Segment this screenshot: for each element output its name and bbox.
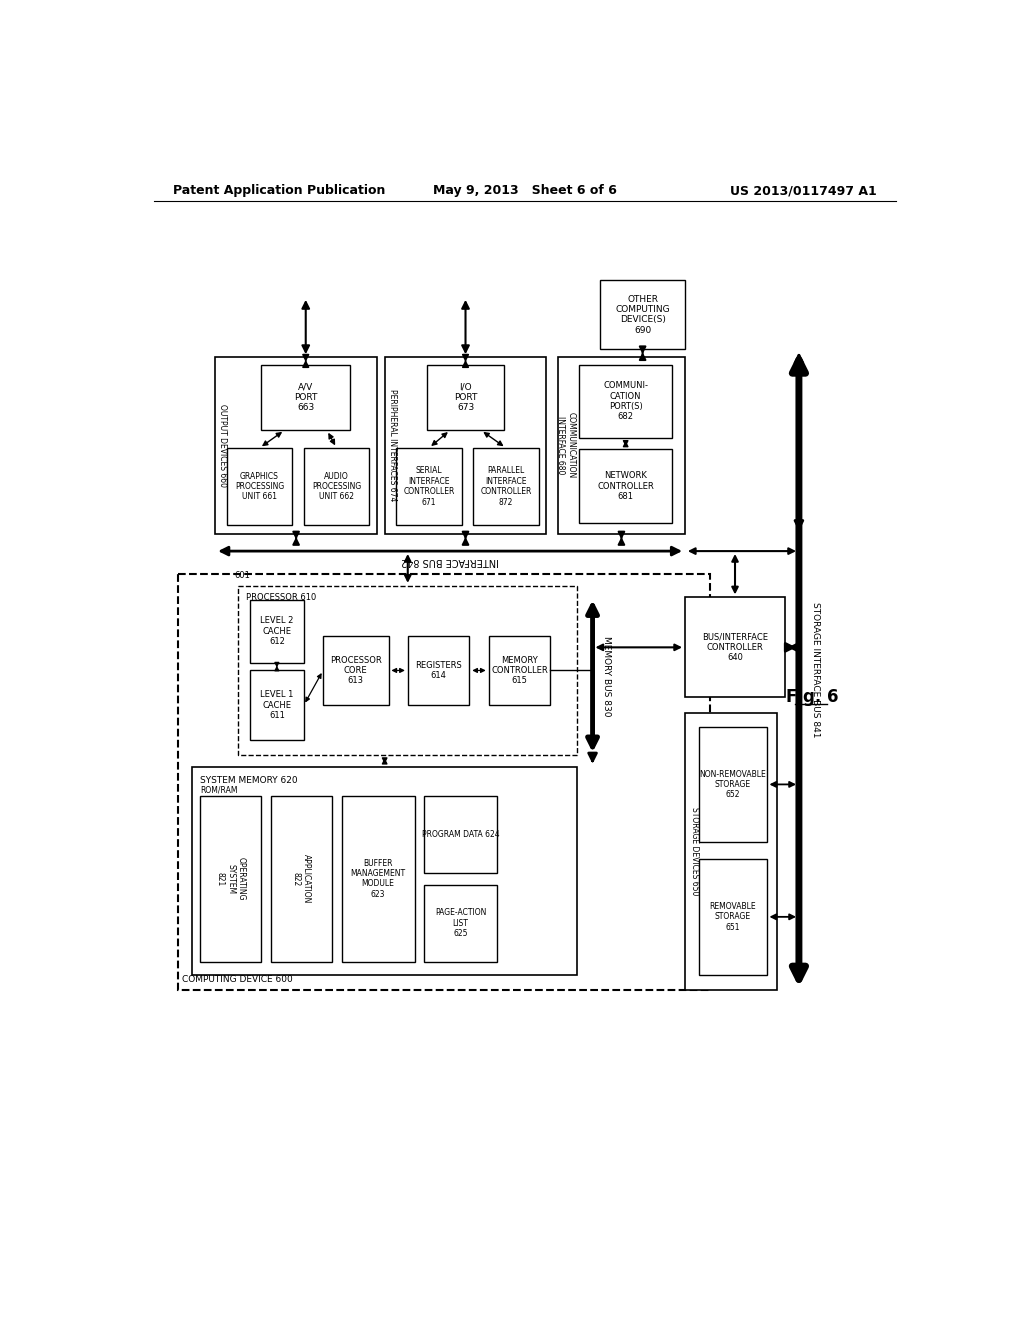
Text: LEVEL 2
CACHE
612: LEVEL 2 CACHE 612 xyxy=(260,616,294,645)
Text: STORAGE DEVICES 650: STORAGE DEVICES 650 xyxy=(690,808,698,895)
Text: May 9, 2013   Sheet 6 of 6: May 9, 2013 Sheet 6 of 6 xyxy=(433,185,616,197)
Text: REGISTERS
614: REGISTERS 614 xyxy=(415,661,462,680)
Bar xyxy=(226,447,292,525)
Bar xyxy=(261,364,350,430)
Text: Patent Application Publication: Patent Application Publication xyxy=(173,185,385,197)
Text: STORAGE INTERFACE BUS 841: STORAGE INTERFACE BUS 841 xyxy=(811,602,820,738)
Text: PAGE-ACTION
LIST
625: PAGE-ACTION LIST 625 xyxy=(435,908,486,939)
Text: OTHER
COMPUTING
DEVICE(S)
690: OTHER COMPUTING DEVICE(S) 690 xyxy=(615,294,670,335)
Text: COMMUNI-
CATION
PORT(S)
682: COMMUNI- CATION PORT(S) 682 xyxy=(603,381,648,421)
Bar xyxy=(193,767,578,974)
Text: BUS/INTERFACE
CONTROLLER
640: BUS/INTERFACE CONTROLLER 640 xyxy=(702,632,768,663)
Bar xyxy=(558,358,685,535)
Text: GRAPHICS
PROCESSING
UNIT 661: GRAPHICS PROCESSING UNIT 661 xyxy=(234,471,284,502)
Text: OUTPUT DEVICES 660: OUTPUT DEVICES 660 xyxy=(218,404,227,487)
Text: Fig. 6: Fig. 6 xyxy=(785,689,839,706)
Bar xyxy=(270,796,333,961)
Bar xyxy=(396,447,462,525)
Text: NON-REMOVABLE
STORAGE
652: NON-REMOVABLE STORAGE 652 xyxy=(699,770,766,800)
Text: NETWORK
CONTROLLER
681: NETWORK CONTROLLER 681 xyxy=(597,471,654,500)
Bar xyxy=(600,280,685,350)
Text: I/O
PORT
673: I/O PORT 673 xyxy=(454,383,477,412)
Bar xyxy=(178,574,710,990)
Text: ROM/RAM: ROM/RAM xyxy=(200,785,238,795)
Bar xyxy=(342,796,415,961)
Text: COMPUTING DEVICE 600: COMPUTING DEVICE 600 xyxy=(182,975,293,983)
Bar xyxy=(580,364,672,438)
Bar xyxy=(580,449,672,523)
Text: 601: 601 xyxy=(234,570,251,579)
Bar xyxy=(698,726,767,842)
Bar xyxy=(424,884,497,961)
Text: MEMORY BUS 830: MEMORY BUS 830 xyxy=(602,636,611,717)
Text: LEVEL 1
CACHE
611: LEVEL 1 CACHE 611 xyxy=(260,690,294,719)
Text: MEMORY
CONTROLLER
615: MEMORY CONTROLLER 615 xyxy=(492,656,548,685)
Bar xyxy=(239,586,578,755)
Bar xyxy=(488,636,550,705)
Text: COMMUNICATION
INTERFACE 680: COMMUNICATION INTERFACE 680 xyxy=(556,412,575,479)
Bar xyxy=(424,796,497,873)
Text: OPERATING
SYSTEM
821: OPERATING SYSTEM 821 xyxy=(216,857,246,900)
Text: PARALLEL
INTERFACE
CONTROLLER
872: PARALLEL INTERFACE CONTROLLER 872 xyxy=(480,466,531,507)
Text: US 2013/0117497 A1: US 2013/0117497 A1 xyxy=(730,185,877,197)
Bar xyxy=(385,358,547,535)
Text: SERIAL
INTERFACE
CONTROLLER
671: SERIAL INTERFACE CONTROLLER 671 xyxy=(403,466,455,507)
Text: APPLICATION
822: APPLICATION 822 xyxy=(292,854,311,903)
Text: SYSTEM MEMORY 620: SYSTEM MEMORY 620 xyxy=(200,776,298,785)
Text: REMOVABLE
STORAGE
651: REMOVABLE STORAGE 651 xyxy=(710,902,756,932)
Bar xyxy=(250,599,304,663)
Bar xyxy=(427,364,504,430)
Bar xyxy=(304,447,370,525)
Bar xyxy=(250,671,304,739)
Bar xyxy=(408,636,469,705)
Bar xyxy=(200,796,261,961)
Text: PROCESSOR 610: PROCESSOR 610 xyxy=(246,594,316,602)
Text: PROGRAM DATA 624: PROGRAM DATA 624 xyxy=(422,830,500,840)
Text: BUFFER
MANAGEMENT
MODULE
623: BUFFER MANAGEMENT MODULE 623 xyxy=(350,858,406,899)
Bar xyxy=(473,447,539,525)
Bar xyxy=(685,713,777,990)
Bar xyxy=(323,636,388,705)
Bar xyxy=(685,597,785,697)
Text: INTERFACE BUS 842: INTERFACE BUS 842 xyxy=(401,556,499,566)
Text: A/V
PORT
663: A/V PORT 663 xyxy=(294,383,317,412)
Text: PROCESSOR
CORE
613: PROCESSOR CORE 613 xyxy=(330,656,382,685)
Bar xyxy=(698,859,767,974)
Text: AUDIO
PROCESSING
UNIT 662: AUDIO PROCESSING UNIT 662 xyxy=(312,471,361,502)
Bar xyxy=(215,358,377,535)
Text: PERIPHERAL INTERFACES 674: PERIPHERAL INTERFACES 674 xyxy=(388,389,397,502)
